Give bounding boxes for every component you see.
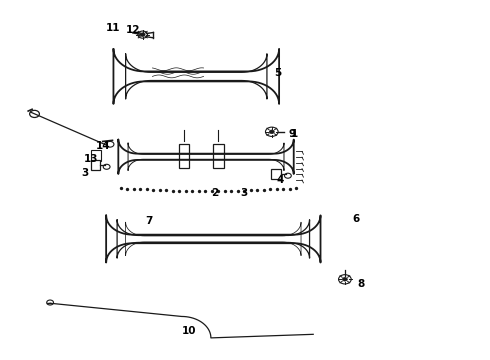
Text: 6: 6 — [352, 214, 360, 224]
Text: 12: 12 — [125, 25, 140, 35]
Text: 13: 13 — [84, 154, 98, 163]
Text: 11: 11 — [106, 23, 121, 33]
Circle shape — [343, 278, 347, 281]
Text: 9: 9 — [289, 129, 296, 139]
Text: 7: 7 — [145, 216, 152, 226]
Bar — [91, 160, 100, 170]
Text: 10: 10 — [182, 326, 196, 336]
Text: 14: 14 — [96, 141, 110, 151]
Text: 8: 8 — [357, 279, 364, 289]
Bar — [91, 150, 101, 161]
Circle shape — [140, 33, 145, 36]
Text: 2: 2 — [211, 188, 218, 198]
Bar — [179, 144, 190, 168]
Text: 4: 4 — [277, 175, 284, 185]
Text: 1: 1 — [291, 129, 298, 139]
Text: 3: 3 — [240, 188, 247, 198]
Text: 3: 3 — [82, 168, 89, 178]
Bar — [213, 144, 223, 168]
Bar — [271, 169, 281, 179]
Text: 5: 5 — [274, 68, 281, 78]
Circle shape — [270, 130, 274, 134]
